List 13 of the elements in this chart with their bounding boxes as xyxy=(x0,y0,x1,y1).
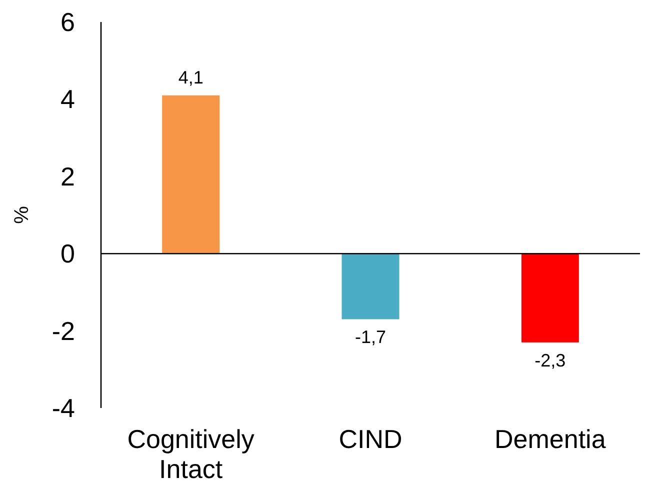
y-axis-title: % xyxy=(11,206,33,224)
y-tick-label: 0 xyxy=(60,238,75,269)
x-tick-label: Cognitively Intact xyxy=(127,424,254,484)
y-tick-label: 4 xyxy=(60,84,75,114)
data-label: 4,1 xyxy=(178,67,204,88)
y-tick-label: -4 xyxy=(52,393,75,423)
data-label: -2,3 xyxy=(534,350,566,370)
y-tick-label: 6 xyxy=(60,7,75,37)
x-tick-label: CIND xyxy=(338,424,402,454)
x-tick-label: Dementia xyxy=(494,424,606,454)
y-tick-label: -2 xyxy=(52,316,75,346)
data-label: -1,7 xyxy=(354,327,386,348)
y-tick-label: 2 xyxy=(60,161,75,192)
